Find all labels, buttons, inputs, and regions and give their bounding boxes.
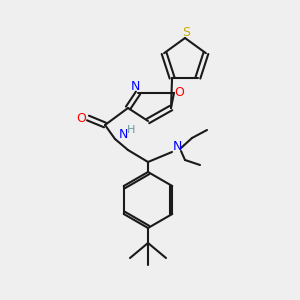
Text: O: O xyxy=(76,112,86,124)
Text: S: S xyxy=(182,26,190,38)
Text: N: N xyxy=(118,128,128,140)
Text: N: N xyxy=(130,80,140,94)
Text: H: H xyxy=(127,125,135,135)
Text: N: N xyxy=(172,140,182,154)
Text: O: O xyxy=(174,85,184,98)
